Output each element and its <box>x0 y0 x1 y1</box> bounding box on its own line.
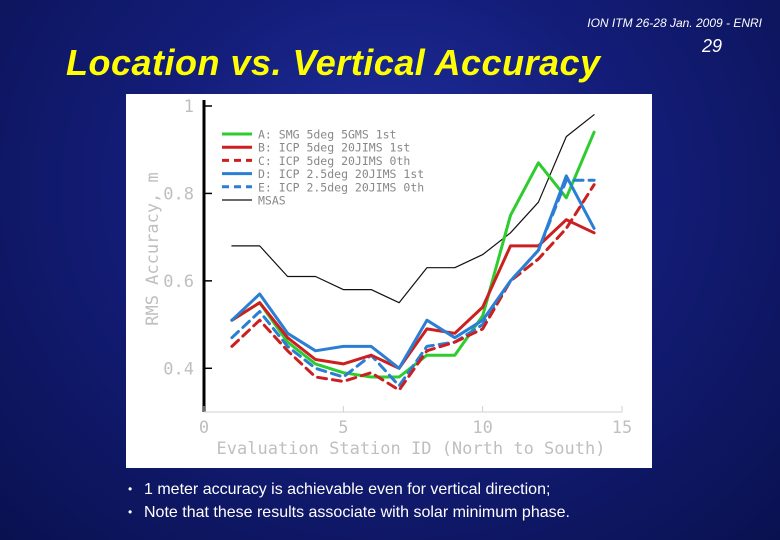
series-line-b <box>230 218 596 370</box>
y-axis-label: RMS Accuracy, m <box>143 172 163 326</box>
bullet-list: • 1 meter accuracy is achievable even for… <box>128 478 570 524</box>
series-line-c <box>230 183 596 392</box>
bullet-dot-icon: • <box>128 482 133 496</box>
x-tick-label: 10 <box>472 418 492 438</box>
x-axis-label: Evaluation Station ID (North to South) <box>217 439 606 459</box>
legend-label-e: E: ICP 2.5deg 20JIMS 0th <box>258 180 424 194</box>
y-tick-label: 0.8 <box>163 184 194 204</box>
y-tick-label: 1 <box>184 97 194 117</box>
page-number: 29 <box>701 36 722 56</box>
legend-label-d: D: ICP 2.5deg 20JIMS 1st <box>258 167 424 181</box>
slide-title: Location vs. Vertical Accuracy <box>66 42 601 83</box>
legend-label-c: C: ICP 5deg 20JIMS 0th <box>258 154 410 168</box>
y-tick-label: 0.6 <box>163 272 194 292</box>
x-tick-label: 0 <box>199 418 209 438</box>
x-tick-label: 5 <box>338 418 348 438</box>
bullet-text: 1 meter accuracy is achievable even for … <box>144 481 551 498</box>
bullet-dot-icon: • <box>128 505 133 519</box>
chart-panel: 1 0.8 0.6 0.4 0 5 10 15 A: SMG 5deg 5GMS 1st B: … <box>126 94 652 468</box>
bullet-item: • 1 meter accuracy is achievable even for… <box>128 478 570 501</box>
bullet-text: Note that these results associate with s… <box>144 504 570 521</box>
accuracy-line-chart: 1 0.8 0.6 0.4 0 5 10 15 A: SMG 5deg 5GMS 1stB: … <box>126 94 652 468</box>
legend-label-b: B: ICP 5deg 20JIMS 1st <box>258 141 410 155</box>
legend-label-a: A: SMG 5deg 5GMS 1st <box>258 128 396 142</box>
conference-note: ION ITM 26-28 Jan. 2009 - ENRI <box>587 16 762 30</box>
bullet-item: • Note that these results associate with … <box>128 501 570 524</box>
x-tick-label: 15 <box>612 418 632 438</box>
series-line-msas <box>231 114 595 304</box>
legend-label-msas: MSAS <box>258 194 286 208</box>
series-line-d <box>230 174 596 370</box>
chart-background <box>126 94 652 468</box>
y-tick-label: 0.4 <box>163 359 194 379</box>
